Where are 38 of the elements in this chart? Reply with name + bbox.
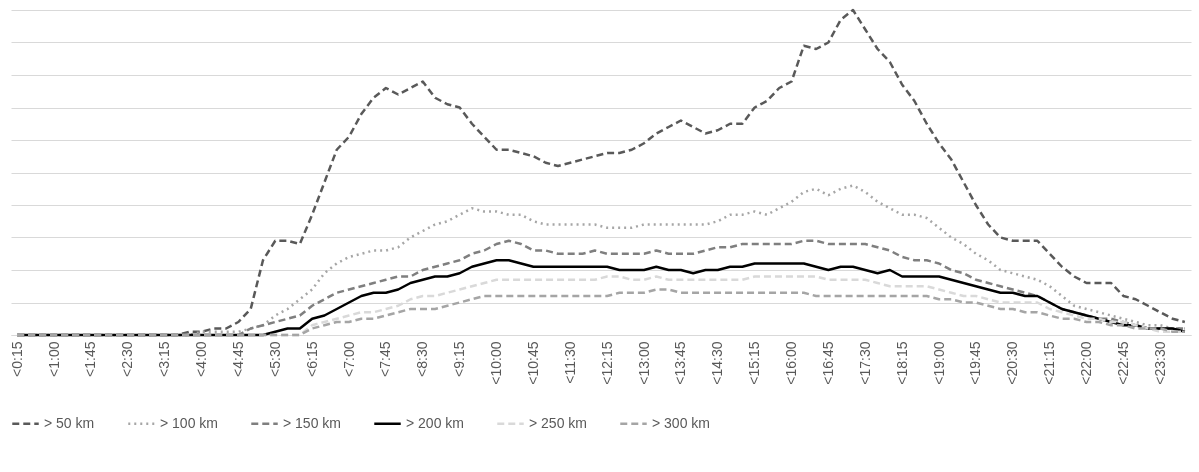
x-tick-label: <10:00 xyxy=(488,341,505,385)
x-tick-label: <10:45 xyxy=(524,341,541,385)
x-tick-label: <5:30 xyxy=(266,341,283,377)
x-tick-label: <7:00 xyxy=(340,341,357,377)
x-tick-label: <23:30 xyxy=(1151,341,1168,385)
x-tick-label: <4:45 xyxy=(229,341,246,377)
x-tick-label: <16:45 xyxy=(819,341,836,385)
x-tick-label: <3:15 xyxy=(156,341,173,377)
x-tick-label: <22:00 xyxy=(1078,341,1095,385)
x-tick-label: <19:00 xyxy=(930,341,947,385)
x-tick-label: <1:45 xyxy=(82,341,99,377)
x-tick-label: <4:00 xyxy=(193,341,210,377)
legend-label: > 250 km xyxy=(529,414,587,431)
x-tick-label: <17:30 xyxy=(856,341,873,385)
x-tick-label: <8:30 xyxy=(414,341,431,377)
x-tick-label: <7:45 xyxy=(377,341,394,377)
legend-label: > 200 km xyxy=(406,414,464,431)
x-tick-label: <1:00 xyxy=(45,341,62,377)
x-tick-label: <19:45 xyxy=(967,341,984,385)
x-tick-label: <0:15 xyxy=(8,341,25,377)
legend-label: > 100 km xyxy=(160,414,218,431)
x-tick-label: <9:15 xyxy=(451,341,468,377)
x-tick-label: <15:15 xyxy=(746,341,763,385)
x-tick-label: <11:30 xyxy=(561,341,578,384)
x-tick-label: <14:30 xyxy=(709,341,726,385)
x-tick-label: <12:15 xyxy=(598,341,615,385)
x-tick-label: <22:45 xyxy=(1114,341,1131,385)
x-tick-label: <13:45 xyxy=(672,341,689,385)
x-tick-label: <20:30 xyxy=(1004,341,1021,385)
legend-label: > 50 km xyxy=(44,414,95,431)
x-tick-label: <18:15 xyxy=(893,341,910,385)
x-tick-label: <21:15 xyxy=(1041,341,1058,385)
legend-label: > 150 km xyxy=(283,414,341,431)
x-tick-label: <16:00 xyxy=(783,341,800,385)
legend-label: > 300 km xyxy=(652,414,710,431)
x-tick-label: <2:30 xyxy=(119,341,136,377)
x-tick-label: <6:15 xyxy=(303,341,320,377)
x-tick-label: <13:00 xyxy=(635,341,652,385)
